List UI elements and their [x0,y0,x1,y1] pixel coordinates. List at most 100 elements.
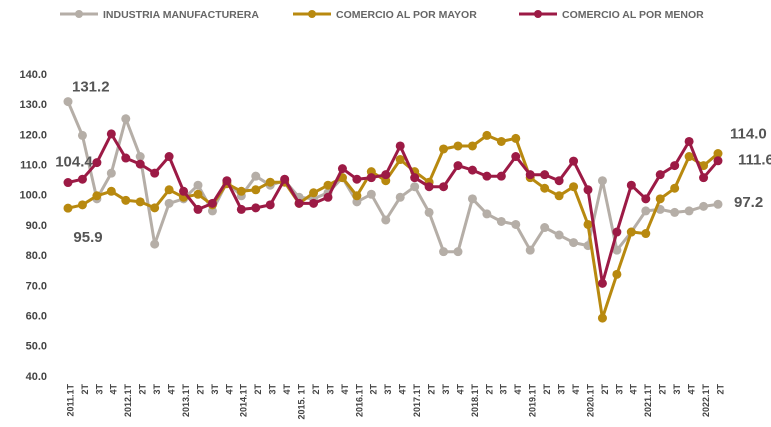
point [150,203,160,213]
point [597,278,607,288]
point [323,180,333,190]
y-tick-label: 80.0 [26,250,47,262]
point [540,183,550,193]
point [699,173,709,183]
data-label: 111.6 [738,152,771,169]
point [265,200,275,210]
point [309,188,319,198]
x-tick-label: 3T [325,384,335,395]
point [251,171,261,181]
y-tick-label: 100.0 [19,190,47,202]
point [439,144,449,154]
legend-label: COMERCIO AL POR MAYOR [336,9,477,21]
point [77,200,87,210]
y-tick-label: 110.0 [20,160,47,172]
y-tick-label: 140.0 [19,69,47,81]
x-tick-label: 2T [195,384,205,395]
point [352,191,362,201]
point [366,173,376,183]
point [641,229,651,239]
x-tick-label: 2012.1T [123,384,133,418]
x-tick-label: 4T [629,384,639,395]
point [713,156,723,166]
x-tick-label: 2T [138,384,148,395]
point [92,158,102,168]
point [63,203,73,213]
x-tick-label: 2015. 1T [296,384,306,420]
point [135,197,145,207]
y-tick-label: 130.0 [19,99,47,111]
legend-marker [308,10,316,18]
x-tick-label: 4T [340,384,350,395]
y-tick-label: 70.0 [26,280,47,292]
x-tick-label: 3T [614,384,624,395]
point [251,185,261,195]
point [424,207,434,217]
point [482,209,492,219]
point [294,198,304,208]
point [525,170,535,180]
point [540,223,550,233]
point [439,182,449,192]
point [410,173,420,183]
point [670,161,680,171]
x-tick-label: 2T [600,384,610,395]
point [395,141,405,151]
x-tick-label: 4T [166,384,176,395]
point [511,152,521,162]
point [309,198,319,208]
point [699,161,709,171]
y-tick-label: 50.0 [26,341,47,353]
point [554,176,564,186]
x-tick-label: 3T [383,384,393,395]
point [670,183,680,193]
point [236,204,246,214]
x-tick-label: 3T [210,384,220,395]
x-tick-label: 2T [484,384,494,395]
point [496,216,506,226]
point [554,191,564,201]
point [150,168,160,178]
point [612,269,622,279]
point [540,170,550,180]
point [63,178,73,188]
point [699,201,709,211]
x-tick-label: 2018.1T [470,384,480,418]
x-tick-label: 2017.1T [412,384,422,418]
x-tick-label: 2021.1T [643,384,653,418]
point [265,177,275,187]
y-tick-label: 120.0 [19,129,47,141]
data-label: 114.0 [730,125,767,142]
y-tick-label: 40.0 [26,371,47,383]
point [106,186,116,196]
x-tick-label: 4T [686,384,696,395]
point [655,194,665,204]
x-tick-label: 4T [282,384,292,395]
series-line [66,101,719,254]
point [554,230,564,240]
point [77,130,87,140]
series-line [67,133,719,320]
legend-marker [75,10,83,18]
x-tick-label: 3T [499,384,509,395]
x-tick-label: 4T [513,384,523,395]
point [525,245,535,255]
point [670,207,680,217]
point [323,192,333,202]
point [684,136,694,146]
x-tick-label: 3T [268,384,278,395]
point [626,227,636,237]
point [641,194,651,204]
data-label: 131.2 [72,79,110,96]
point [597,313,607,323]
data-label: 104.4 [55,153,93,170]
point [583,185,593,195]
point [381,170,391,180]
point [164,152,174,162]
point [121,153,131,163]
point [193,180,203,190]
point [511,219,521,229]
point [395,155,405,165]
point [381,215,391,225]
point [251,203,261,213]
